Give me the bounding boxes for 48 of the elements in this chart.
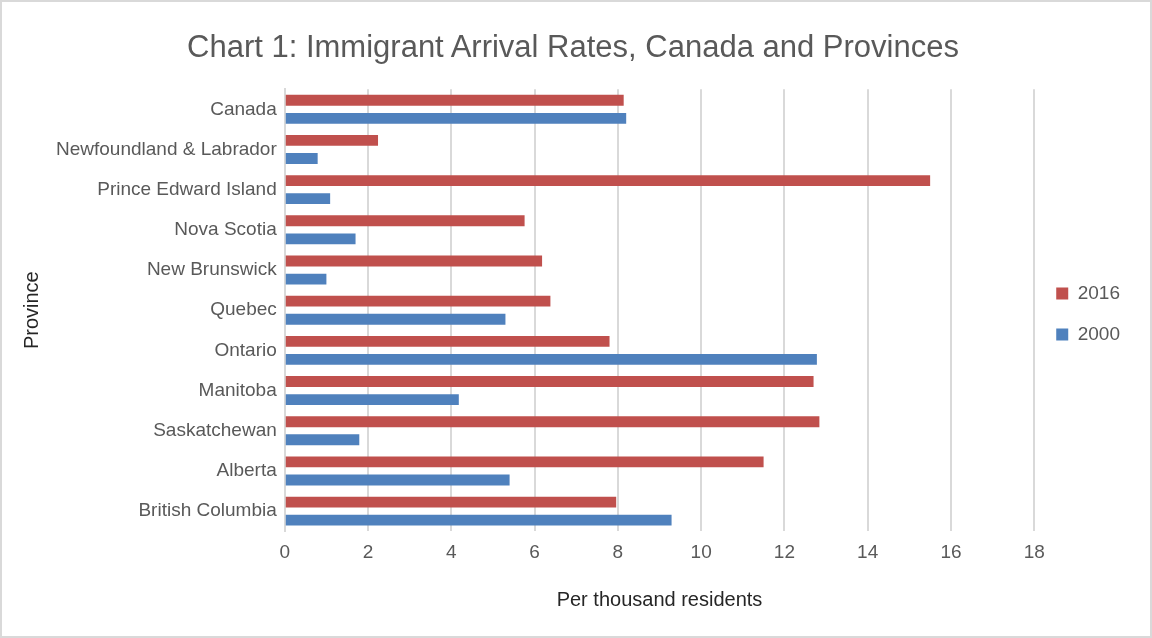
bar: [285, 434, 360, 446]
y-tick-label: Alberta: [216, 459, 278, 481]
x-tick-label: 10: [690, 540, 712, 562]
bar: [285, 295, 551, 307]
bar: [285, 313, 506, 325]
y-tick-label: New Brunswick: [146, 258, 278, 280]
x-tick-label: 14: [857, 540, 879, 562]
bar: [285, 354, 817, 365]
bar: [285, 514, 672, 526]
bar: [285, 335, 610, 347]
bar: [285, 474, 510, 486]
chart-title: Chart 1: Immigrant Arrival Rates, Canada and Provinces: [187, 29, 959, 65]
legend-label: 2016: [1077, 281, 1121, 303]
y-tick-label: Saskatchewan: [153, 418, 277, 440]
y-tick-label: Canada: [210, 97, 278, 119]
bar: [285, 376, 814, 387]
x-tick-label: 4: [446, 540, 458, 562]
y-tick-label: Newfoundland & Labrador: [56, 137, 278, 159]
bar: [285, 456, 764, 468]
x-tick-label: 0: [279, 540, 291, 562]
x-tick-label: 18: [1023, 540, 1045, 562]
legend-label: 2000: [1077, 322, 1121, 344]
bar: [285, 112, 627, 124]
y-tick-label: Prince Edward Island: [97, 177, 277, 199]
bar: [285, 193, 331, 205]
x-tick-label: 16: [940, 540, 962, 562]
x-tick-label: 2: [362, 540, 374, 562]
bar: [285, 94, 624, 106]
y-tick-label: Quebec: [210, 298, 277, 320]
bar: [285, 215, 525, 227]
bar: [285, 233, 356, 245]
bar: [285, 273, 327, 285]
bar: [285, 255, 543, 267]
x-tick-label: 6: [529, 540, 540, 562]
y-axis-title: Province: [19, 271, 42, 350]
y-tick-label: Manitoba: [198, 378, 278, 400]
y-tick-label: Nova Scotia: [174, 218, 278, 240]
x-axis-title: Per thousand residents: [556, 587, 763, 610]
bar: [285, 153, 318, 164]
bar: [285, 175, 931, 187]
y-tick-label: Ontario: [214, 338, 277, 360]
bar: [285, 135, 379, 146]
bar: [285, 416, 820, 428]
bar: [285, 496, 617, 508]
y-tick-label: British Columbia: [138, 499, 278, 521]
bar: [285, 394, 459, 406]
x-tick-label: 8: [612, 540, 624, 562]
x-tick-label: 12: [773, 540, 795, 562]
